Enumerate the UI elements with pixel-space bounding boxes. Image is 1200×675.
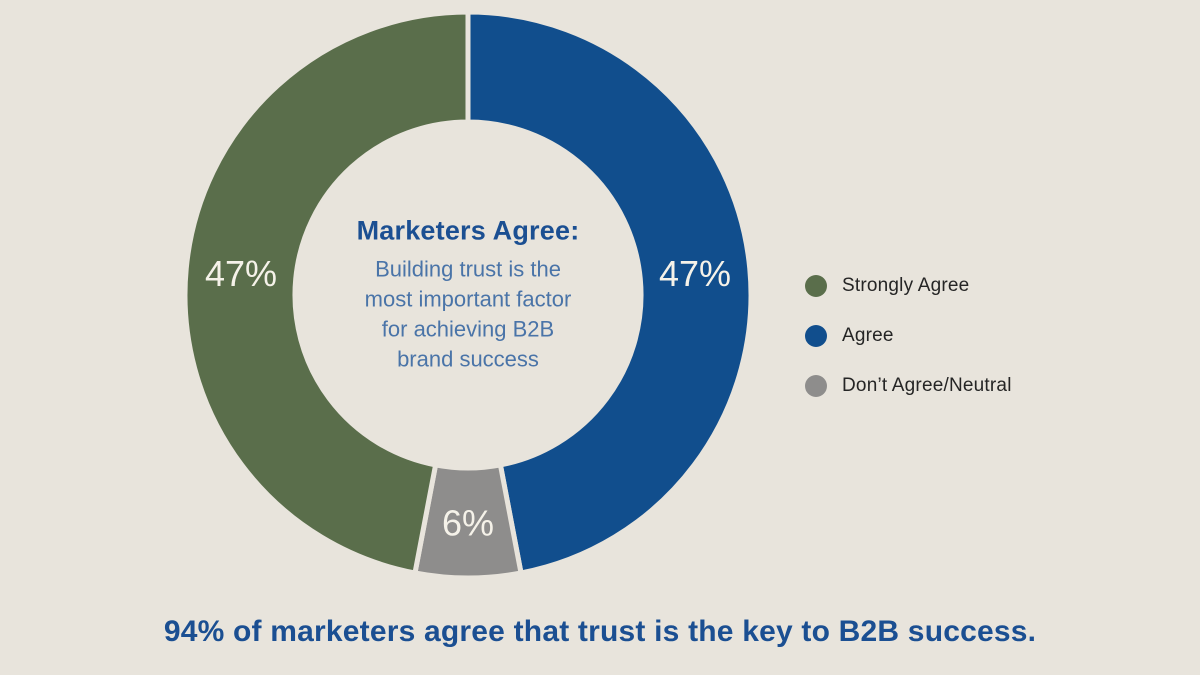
- center-body-line: brand success: [397, 346, 539, 372]
- segment-value-label: 47%: [659, 253, 731, 294]
- caption-text: 94% of marketers agree that trust is the…: [163, 615, 1037, 648]
- legend-item: Agree: [805, 325, 1012, 347]
- legend-dot-icon: [805, 375, 827, 397]
- center-body-line: for achieving B2B: [381, 316, 555, 342]
- donut-chart-svg: 47% 6% 47%: [182, 9, 754, 581]
- segment-value-label: 6%: [442, 503, 494, 544]
- donut-center-text: Marketers Agree: Building trust is the mo…: [333, 216, 603, 375]
- center-body-text: Building trust is the most important fact…: [333, 255, 603, 375]
- donut-segment: [182, 9, 471, 576]
- legend-label: Strongly Agree: [842, 275, 970, 296]
- legend-label: Don’t Agree/Neutral: [842, 375, 1012, 396]
- center-body-line: most important factor: [364, 286, 572, 312]
- segment-value-label: 47%: [205, 253, 277, 294]
- legend-dot-icon: [805, 275, 827, 297]
- legend-item: Don’t Agree/Neutral: [805, 375, 1012, 397]
- center-title: Marketers Agree:: [356, 215, 580, 246]
- donut-chart: 47% 6% 47% Marketers Agree: Building trust…: [182, 9, 754, 581]
- legend-dot-icon: [805, 325, 827, 347]
- legend-label: Agree: [842, 325, 894, 346]
- center-body-line: Building trust is the: [375, 256, 561, 282]
- legend-item: Strongly Agree: [805, 275, 1012, 297]
- chart-legend: Strongly Agree Agree Don’t Agree/Neutral: [805, 275, 1012, 397]
- donut-segment: [465, 9, 754, 576]
